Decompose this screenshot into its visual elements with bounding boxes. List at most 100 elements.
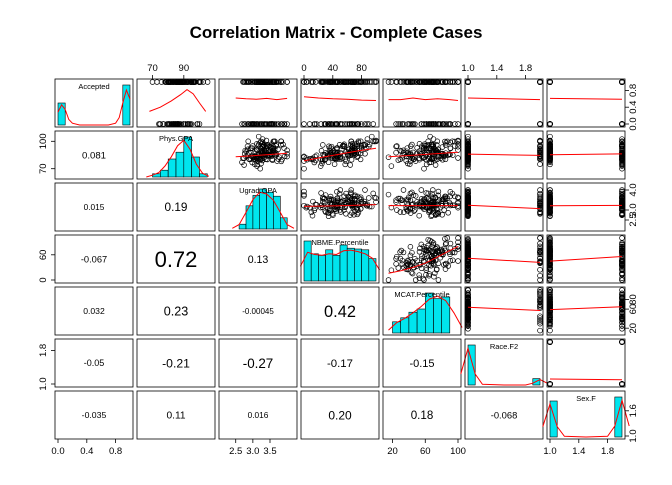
density-curve [58,90,130,125]
smoother-line [468,98,540,100]
tick-label: 4.0 [628,183,639,196]
scatter-point [408,244,413,249]
correlation-label: -0.15 [409,358,434,370]
variable-label: MCAT.Percentile [394,290,449,299]
scatter-point [389,80,394,85]
smoother-line [468,258,540,262]
correlation-label: 0.081 [82,150,106,161]
correlation-label: 0.032 [83,306,105,316]
scatter-point [428,134,433,139]
scatter-point [422,166,427,171]
tick-label: 2.5 [229,446,242,457]
scatter-point [417,273,422,278]
tick-label: 100 [450,446,466,457]
tick-label: 90 [179,63,190,74]
tick-label: 100 [38,133,49,149]
variable-label: Phys.GPA [159,134,193,143]
scatter-point [443,267,448,272]
scatter-point [348,163,353,168]
smoother-line [304,97,376,101]
scatter-point [436,278,441,283]
scatter-point [319,191,324,196]
tick-label: 1.4 [490,63,503,74]
correlation-label: 0.13 [248,254,269,266]
variable-label: Accepted [78,82,109,91]
scatter-point [389,164,394,169]
correlation-label: -0.035 [82,410,107,420]
histogram-bar [184,137,192,177]
scatter-point [456,259,461,264]
scatter-point [302,122,307,127]
tick-label: 20 [628,323,639,334]
smoother-line [550,257,622,262]
scatter-point [538,241,543,246]
panel-frame [547,183,625,231]
correlation-label: 0.11 [166,411,185,422]
tick-label: 1.0 [461,63,474,74]
scatter-point [538,236,543,241]
scatter-point [446,210,451,215]
scatter-point [386,192,391,197]
histogram-bar [442,297,450,333]
scatter-point [343,162,348,167]
histogram-bar [362,250,369,281]
histogram-bar [417,309,425,333]
scatter-point [433,163,438,168]
smoother-line [389,98,459,101]
histogram-bar [434,299,442,333]
histogram-bar [318,255,325,281]
tick-label: 1.8 [519,63,532,74]
panel-frame [219,79,297,127]
scatter-point [548,340,553,345]
tick-label: 70 [38,163,49,174]
correlation-label: -0.067 [81,254,107,264]
panel-frame [137,79,215,127]
scatter-point [409,270,414,275]
chart-title: Correlation Matrix - Complete Cases [190,23,483,42]
variable-label: NBME.Percentile [311,238,368,247]
scatter-point [538,122,543,127]
histogram-bar [160,170,168,177]
scatter-point [620,236,625,241]
scatter-point [417,213,422,218]
tick-label: 70 [147,63,158,74]
correlation-label: -0.068 [491,409,518,420]
scatter-point [432,274,437,279]
correlation-label: 0.016 [248,410,269,420]
scatter-point [466,80,471,85]
scatter-point [548,80,553,85]
correlation-label: -0.00045 [242,307,274,316]
variable-label: Race.F2 [490,342,518,351]
scatter-point [456,156,461,161]
tick-label: 0.8 [109,446,122,457]
panel-frame [383,79,461,127]
scatter-point [320,143,325,148]
correlation-label: -0.21 [162,356,190,370]
panel-frame [301,79,379,127]
scatter-point [538,80,543,85]
scatter-point [466,122,471,127]
histogram-bar [168,159,176,177]
scatter-point [435,139,440,144]
tick-label: 0.0 [51,446,64,457]
scatter-point [538,328,543,333]
smoother-line [550,98,622,99]
scatter-point [620,340,625,345]
scatter-point [358,157,363,162]
smoother-line [468,205,540,208]
correlation-label: -0.27 [243,356,274,371]
tick-label: 1.0 [628,429,639,442]
tick-label: 1.4 [572,446,585,457]
tick-label: 20 [387,446,398,457]
scatter-point [386,278,391,283]
scatter-point [538,162,543,167]
tick-label: 1.0 [543,446,556,457]
smoother-line [468,154,540,155]
scatter-point [453,122,458,127]
scatter-point [326,214,331,219]
tick-label: 0.8 [628,84,639,97]
histogram-bar [260,189,267,229]
smoother-line [550,379,622,380]
scatter-point [369,134,374,139]
